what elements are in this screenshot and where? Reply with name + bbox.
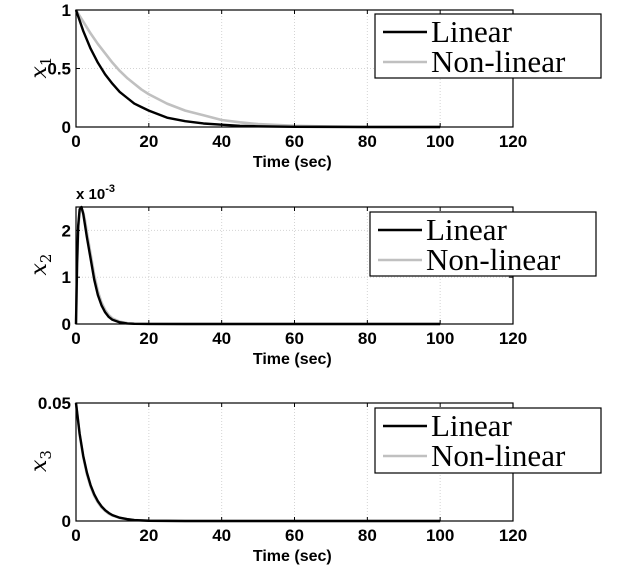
x-tick-label: 40 [212, 132, 231, 151]
x-tick-label: 80 [358, 329, 377, 348]
x-axis-label: Time (sec) [253, 351, 332, 368]
x-tick-label: 20 [139, 132, 158, 151]
y-tick-label: 1 [62, 268, 71, 287]
y-tick-label: 1 [62, 1, 71, 20]
x-tick-label: 100 [426, 329, 454, 348]
legend-label-linear: Linear [431, 408, 513, 443]
y-exponent-power: -3 [105, 183, 115, 195]
x-tick-label: 60 [285, 329, 304, 348]
y-axis-label-symbol: x [27, 66, 52, 79]
x-tick-label: 0 [71, 329, 80, 348]
y-tick-label: 0.05 [38, 394, 71, 413]
x-tick-label: 20 [139, 329, 158, 348]
y-tick-label: 0 [62, 118, 71, 137]
x-tick-label: 40 [212, 329, 231, 348]
legend-label-non-linear: Non-linear [431, 44, 566, 79]
y-axis-label-subscript: 1 [37, 57, 55, 67]
x-tick-label: 100 [426, 526, 454, 545]
y-exponent-label: x 10-3 [76, 183, 115, 203]
legend-label-linear: Linear [426, 212, 508, 247]
legend-box [369, 211, 597, 277]
x-tick-label: 80 [358, 526, 377, 545]
chart-panel-3: 0 20 40 60 80 100 120 0 0.05 Time (sec) x3 LinearNo… [27, 394, 602, 565]
y-tick-label: 0 [62, 512, 71, 531]
legend-box [374, 13, 602, 79]
y-tick-label: 0 [62, 315, 71, 334]
x-tick-label: 80 [358, 132, 377, 151]
y-tick-label: 0.5 [47, 60, 71, 79]
x-tick-label: 20 [139, 526, 158, 545]
x-tick-label: 120 [499, 132, 527, 151]
legend-label-linear: Linear [431, 14, 513, 49]
y-tick-label: 2 [62, 221, 71, 240]
legend-label-non-linear: Non-linear [431, 438, 566, 473]
y-exponent-base: x 10 [76, 186, 105, 203]
x-tick-label: 60 [285, 132, 304, 151]
x-axis-label: Time (sec) [253, 154, 332, 171]
y-axis-label-subscript: 3 [37, 450, 55, 460]
x-tick-label: 0 [71, 526, 80, 545]
y-axis-label: x2 [27, 254, 55, 276]
legend-label-non-linear: Non-linear [426, 242, 561, 277]
x-tick-label: 120 [499, 329, 527, 348]
y-axis-label-symbol: x [27, 459, 52, 472]
x-tick-label: 60 [285, 526, 304, 545]
x-tick-label: 100 [426, 132, 454, 151]
x-tick-label: 0 [71, 132, 80, 151]
legend-box [374, 407, 602, 474]
y-axis-label-subscript: 2 [37, 254, 55, 264]
y-axis-label: x1 [27, 57, 55, 79]
x-axis-label: Time (sec) [253, 548, 332, 565]
y-axis-label: x3 [27, 450, 55, 472]
y-axis-label-symbol: x [27, 263, 52, 276]
x-tick-label: 40 [212, 526, 231, 545]
x-tick-label: 120 [499, 526, 527, 545]
